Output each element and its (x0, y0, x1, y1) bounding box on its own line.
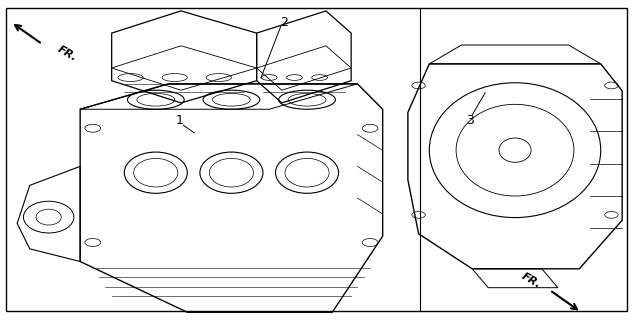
Text: FR.: FR. (519, 271, 542, 290)
Text: 1: 1 (175, 114, 183, 127)
Text: 2: 2 (280, 15, 287, 28)
Text: 3: 3 (467, 114, 474, 127)
Text: FR.: FR. (56, 44, 79, 63)
